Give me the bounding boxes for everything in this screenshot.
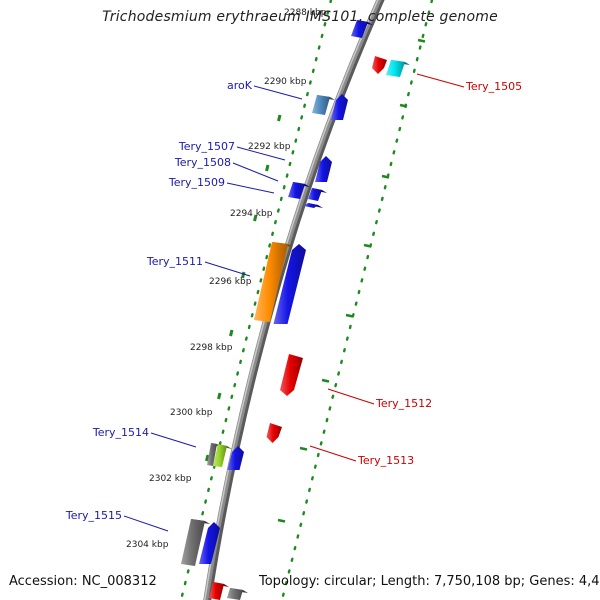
tick-mark-outer-0 [417, 38, 426, 43]
tick-mark-inner-4 [229, 329, 234, 337]
gene-label-leader [232, 162, 279, 182]
gene-label: Tery_1511 [146, 255, 203, 268]
gene-tery1514-b [213, 444, 227, 467]
genome-summary-text: Topology: circular; Length: 7,750,108 bp… [259, 574, 600, 589]
tick-label: 2296 kbp [209, 277, 252, 287]
tick-mark-outer-5 [321, 378, 330, 383]
gene-tery1505 [386, 60, 405, 77]
gene-tery1509 [304, 203, 318, 208]
gene-label: aroK [227, 79, 253, 92]
gene-tery1508-b [308, 188, 322, 201]
gene-label: Tery_1512 [375, 397, 432, 410]
gene-arok-neighbor [331, 94, 348, 120]
gene-label: Tery_1514 [92, 426, 149, 439]
gene-tery1513 [266, 423, 282, 443]
tick-label: 2288 kbp [284, 8, 327, 18]
gene-bottom-red [209, 582, 224, 600]
tick-mark-inner-1 [265, 164, 270, 172]
gene-tery1515 [181, 519, 205, 566]
tick-mark-inner-5 [217, 392, 222, 400]
gene-tery1511 [254, 242, 288, 322]
tick-mark-inner-6 [205, 454, 210, 462]
map-title: Trichodesmium erythraeum IMS101, complet… [102, 9, 498, 25]
gene-label-leader [253, 85, 303, 100]
gene-tery1515-neighbor [199, 522, 220, 564]
gene-label: Tery_1509 [168, 176, 225, 189]
tick-mark-inner-3 [241, 271, 246, 279]
tick-mark-outer-3 [363, 243, 372, 248]
gene-label: Tery_1507 [178, 140, 235, 153]
tick-label: 2294 kbp [230, 209, 273, 219]
gene-tery1508 [288, 182, 305, 199]
gene-label: Tery_1508 [174, 156, 231, 169]
gene-label-leader [123, 515, 169, 532]
tick-label: 2302 kbp [149, 474, 192, 484]
tick-track-inner [179, 0, 333, 600]
tick-mark-inner-2 [253, 214, 258, 222]
gene-tery1514-a [207, 443, 217, 466]
tick-mark-outer-4 [345, 313, 354, 318]
gene-label-leader [204, 261, 251, 277]
gene-label-leader [327, 388, 375, 405]
gene-label-leader [226, 182, 275, 194]
tick-label: 2290 kbp [264, 77, 307, 87]
tick-label: 2304 kbp [126, 540, 169, 550]
tick-mark-inner-0 [277, 114, 282, 122]
tick-label: 2292 kbp [248, 142, 291, 152]
gene-tery1507 [315, 156, 332, 182]
gene-label: Tery_1505 [465, 80, 522, 93]
gene-label-leader [416, 73, 465, 88]
gene-tery1505-a [372, 56, 387, 74]
tick-mark-outer-2 [381, 174, 390, 179]
tick-track-outer [280, 0, 434, 600]
tick-mark-outer-7 [277, 518, 286, 523]
gene-label-leader [309, 445, 357, 462]
gene-arok [312, 95, 330, 115]
gene-tery1511-neighbor [273, 244, 306, 324]
tick-label: 2298 kbp [190, 343, 233, 353]
tick-label: 2300 kbp [170, 408, 213, 418]
gene-label: Tery_1513 [357, 454, 414, 467]
gene-label: Tery_1515 [65, 509, 122, 522]
gene-tery1512 [280, 354, 303, 396]
accession-text: Accession: NC_008312 [9, 574, 157, 589]
gene-top-blue [351, 20, 368, 38]
gene-label-leader [236, 146, 286, 161]
gene-tery1514-neighbor [227, 446, 244, 470]
tick-mark-outer-6 [299, 446, 308, 451]
gene-label-leader [150, 432, 197, 448]
tick-mark-outer-1 [399, 103, 408, 108]
gene-bottom-gray [227, 588, 243, 600]
